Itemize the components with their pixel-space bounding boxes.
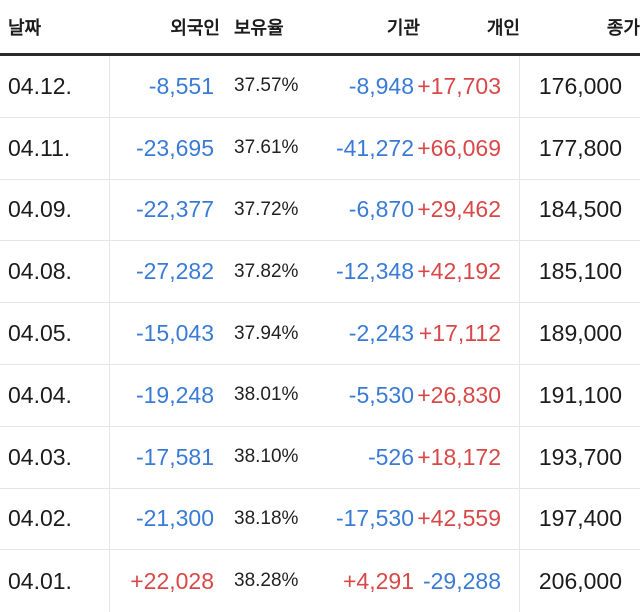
table-body: 04.12. -8,551 37.57% -8,948 +17,703 176,000 04…: [0, 56, 640, 612]
cell-holding-ratio: 37.94%: [234, 322, 299, 344]
table-row[interactable]: 04.05. -15,043 37.94% -2,243 +17,112 189,000: [0, 303, 640, 365]
cell-holding-ratio: 38.01%: [234, 384, 299, 406]
cell-foreign: -23,695: [135, 134, 214, 161]
cell-institution: -526: [367, 443, 414, 470]
cell-foreign: -19,248: [135, 381, 214, 408]
cell-foreign: -27,282: [135, 258, 214, 285]
cell-close-price: 177,800: [538, 134, 622, 161]
table-row[interactable]: 04.11. -23,695 37.61% -41,272 +66,069 177,800: [0, 117, 640, 180]
cell-holding-ratio: 37.72%: [234, 198, 299, 220]
table-row[interactable]: 04.01. +22,028 38.28% +4,291 -29,288 206,000: [0, 550, 640, 612]
cell-close-price: 184,500: [538, 196, 622, 223]
cell-individual: +17,703: [417, 56, 520, 117]
cell-individual: -29,288: [420, 550, 520, 612]
cell-foreign: +22,028: [130, 567, 214, 594]
cell-individual: +29,462: [417, 179, 520, 241]
cell-close-price: 206,000: [538, 567, 622, 594]
cell-foreign: -8,551: [148, 72, 214, 99]
column-header-date[interactable]: 날짜: [8, 17, 42, 39]
column-header-institution[interactable]: 기관: [386, 17, 420, 39]
cell-individual: +66,069: [417, 117, 520, 179]
cell-individual: +26,830: [417, 364, 520, 426]
cell-institution: -6,870: [348, 196, 414, 223]
cell-close-price: 189,000: [538, 320, 622, 347]
cell-date: 04.12.: [0, 56, 110, 117]
cell-holding-ratio: 38.18%: [234, 507, 299, 529]
cell-foreign: -15,043: [135, 320, 214, 347]
cell-date: 04.01.: [0, 550, 110, 612]
cell-individual: +18,172: [417, 426, 520, 488]
cell-institution: -2,243: [348, 320, 414, 347]
cell-close-price: 176,000: [538, 72, 622, 99]
table-row[interactable]: 04.09. -22,377 37.72% -6,870 +29,462 184,500: [0, 179, 640, 242]
table-row[interactable]: 04.02. -21,300 38.18% -17,530 +42,559 197,400: [0, 488, 640, 551]
cell-individual: +42,192: [417, 241, 520, 303]
column-header-holding-ratio[interactable]: 보유율: [234, 17, 284, 39]
cell-date: 04.08.: [0, 241, 110, 303]
table-row[interactable]: 04.03. -17,581 38.10% -526 +18,172 193,700: [0, 426, 640, 489]
cell-date: 04.09.: [0, 179, 110, 241]
cell-holding-ratio: 38.28%: [234, 570, 299, 592]
cell-holding-ratio: 37.82%: [234, 260, 299, 282]
cell-institution: -17,530: [335, 505, 414, 532]
cell-institution: -8,948: [348, 72, 414, 99]
cell-institution: -41,272: [335, 134, 414, 161]
cell-foreign: -21,300: [135, 505, 214, 532]
cell-date: 04.11.: [0, 117, 110, 179]
cell-date: 04.05.: [0, 303, 110, 364]
cell-close-price: 185,100: [538, 258, 622, 285]
cell-date: 04.03.: [0, 426, 110, 488]
cell-close-price: 193,700: [538, 443, 622, 470]
cell-institution: -5,530: [348, 381, 414, 408]
cell-close-price: 191,100: [538, 381, 622, 408]
table-row[interactable]: 04.12. -8,551 37.57% -8,948 +17,703 176,000: [0, 56, 640, 118]
table-row[interactable]: 04.04. -19,248 38.01% -5,530 +26,830 191,100: [0, 364, 640, 427]
cell-foreign: -22,377: [135, 196, 214, 223]
table-row[interactable]: 04.08. -27,282 37.82% -12,348 +42,192 185,100: [0, 241, 640, 304]
cell-institution: +4,291: [343, 567, 414, 594]
column-header-foreign[interactable]: 외국인: [170, 17, 220, 39]
cell-holding-ratio: 37.61%: [234, 137, 299, 159]
cell-holding-ratio: 37.57%: [234, 75, 299, 97]
cell-institution: -12,348: [335, 258, 414, 285]
table-header: 날짜 외국인 보유율 기관 개인 종가: [0, 0, 640, 56]
cell-individual: +17,112: [419, 303, 520, 364]
cell-individual: +42,559: [417, 488, 520, 550]
column-header-close-price[interactable]: 종가: [606, 17, 640, 39]
cell-date: 04.02.: [0, 488, 110, 550]
cell-holding-ratio: 38.10%: [234, 446, 299, 468]
column-header-individual[interactable]: 개인: [486, 17, 520, 39]
cell-date: 04.04.: [0, 364, 110, 426]
cell-close-price: 197,400: [538, 505, 622, 532]
cell-foreign: -17,581: [135, 443, 214, 470]
